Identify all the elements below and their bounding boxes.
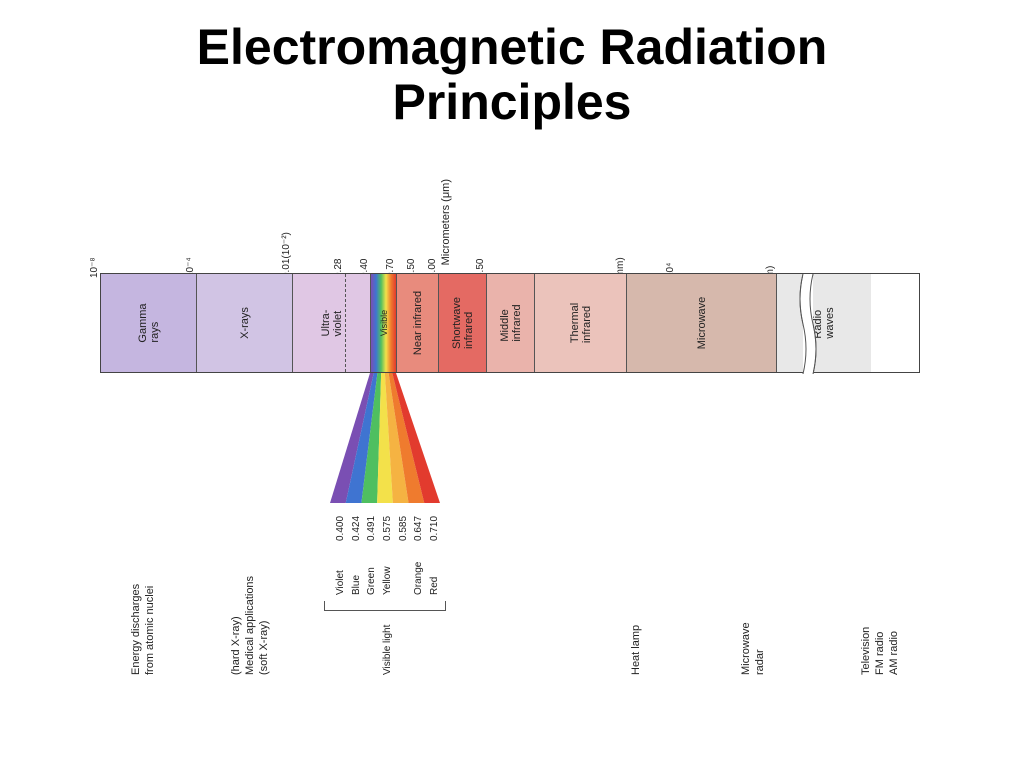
visible-wavelength: 0.400 [335,516,346,541]
band-radio-waves: Radiowaves [777,274,871,372]
visible-wavelength: 0.647 [413,516,424,541]
visible-color-name: Green [366,567,377,595]
title-line2: Principles [0,75,1024,130]
visible-wavelength: 0.424 [351,516,362,541]
annotation: radar [754,649,766,675]
visible-color-name: Violet [335,570,346,595]
band-gamma-rays: Gammarays [101,274,197,372]
scale-tick: 10⁻⁸ [89,257,100,278]
band-label: Gammarays [137,303,161,342]
visible-wavelength: 0.491 [366,516,377,541]
spectrum-bar: Gammarays X-rays Ultra-violet Visible Near i… [100,273,920,373]
annotation: FM radio [874,632,886,675]
band-label: Microwave [696,297,708,350]
visible-wavelength: 0.710 [429,516,440,541]
band-label: Visible [379,310,389,336]
annotation: (soft X-ray) [258,621,270,675]
title-line1: Electromagnetic Radiation [0,20,1024,75]
axis-unit-label: Micrometers (μm) [440,179,452,265]
visible-bracket-label: Visible light [382,625,393,675]
visible-color-name: Yellow [382,566,393,595]
band-label: Middleinfrared [499,304,523,341]
annotation: (hard X-ray) [230,616,242,675]
annotation: Television [860,627,872,675]
band-ultra-violet: Ultra-violet [293,274,371,372]
annotation: Microwave [740,622,752,675]
band-microwave: Microwave [627,274,777,372]
visible-wavelength: 0.585 [398,516,409,541]
annotation: Energy discharges [130,584,142,675]
band-label: Ultra-violet [320,310,344,337]
scale-tick: 0.01(10⁻²) [281,232,292,278]
band-middle-infrared: Middleinfrared [487,274,535,372]
visible-color-name: Blue [351,575,362,595]
band-label: Shortwaveinfrared [451,297,475,349]
band-label: X-rays [239,307,251,339]
band-shortwave-infrared: Shortwaveinfrared [439,274,487,372]
visible-color-name: Orange [413,562,424,595]
annotation: Heat lamp [630,625,642,675]
band-near-infrared: Near infrared [397,274,439,372]
band-label: Thermalinfrared [569,303,593,343]
band-x-rays: X-rays [197,274,293,372]
annotation: from atomic nuclei [144,586,156,675]
spectrum-diagram: Micrometers (μm) 10⁻⁸10⁻⁴0.01(10⁻²)0.280… [100,185,920,745]
visible-bracket [324,601,446,611]
band-thermal-infrared: Thermalinfrared [535,274,627,372]
visible-color-name: Red [429,577,440,595]
annotation: AM radio [888,631,900,675]
annotation: Medical applications [244,576,256,675]
visible-fan [310,373,460,503]
visible-wavelength: 0.575 [382,516,393,541]
band-label: Near infrared [412,291,424,355]
band-visible: Visible [371,274,397,372]
